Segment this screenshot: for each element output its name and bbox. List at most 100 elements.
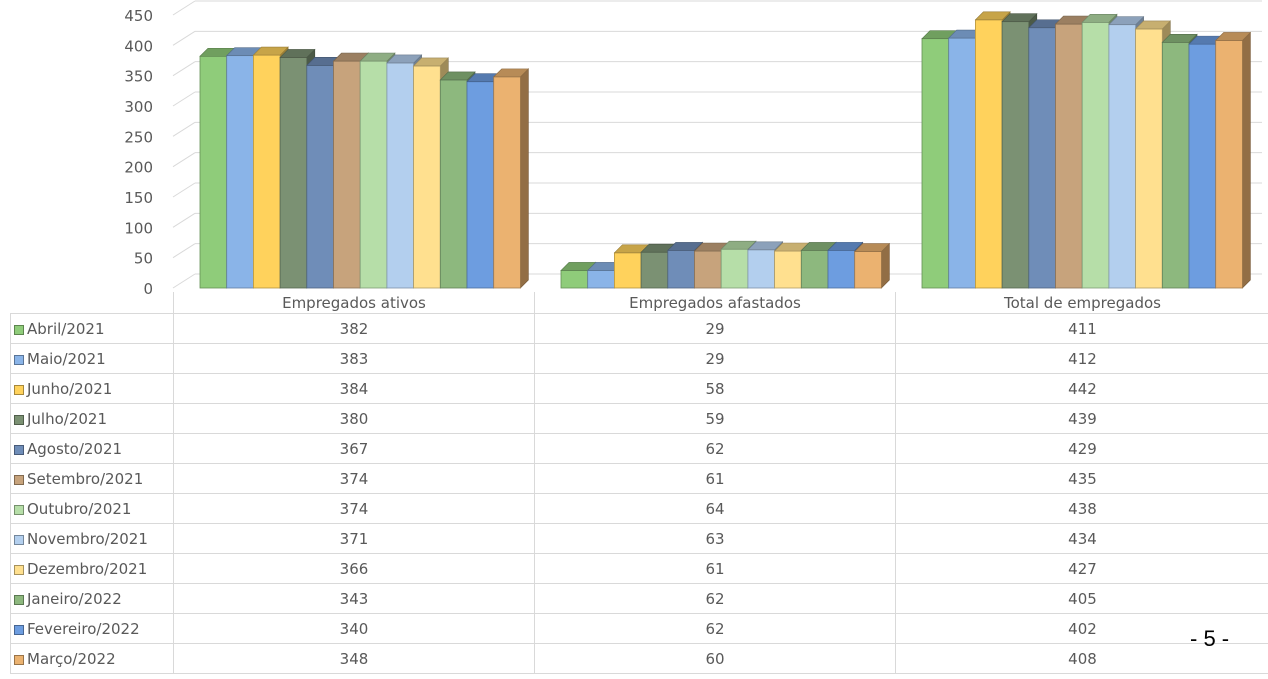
chart-data-table: Empregados ativos Empregados afastados Tot… xyxy=(10,292,1268,674)
bar-front xyxy=(1188,43,1217,289)
legend-swatch xyxy=(14,324,24,335)
series-name: Setembro/2021 xyxy=(27,469,144,488)
data-value-cell: 371 xyxy=(173,523,535,554)
bar-front xyxy=(1161,41,1190,289)
bar-front xyxy=(386,62,414,289)
data-value-cell: 58 xyxy=(534,373,896,404)
bar-front xyxy=(493,76,521,289)
data-value-cell: 383 xyxy=(173,343,535,374)
series-legend-cell: Outubro/2021 xyxy=(10,493,174,524)
bar-front xyxy=(560,270,589,289)
gridline-depth xyxy=(172,61,196,77)
bar-front xyxy=(1108,24,1137,289)
data-value-cell: 429 xyxy=(895,433,1268,464)
series-legend-cell: Julho/2021 xyxy=(10,403,174,434)
data-value-cell: 366 xyxy=(173,553,535,584)
series-legend-cell: Setembro/2021 xyxy=(10,463,174,494)
data-value-cell: 61 xyxy=(534,463,896,494)
bar-top xyxy=(279,49,316,58)
bar-top xyxy=(439,71,476,81)
data-value-cell: 408 xyxy=(895,643,1268,674)
bar-front xyxy=(948,37,976,289)
bar-top xyxy=(359,52,396,62)
data-value-cell: 435 xyxy=(895,463,1268,494)
bar-front xyxy=(614,252,642,289)
series-name: Fevereiro/2022 xyxy=(27,619,140,638)
legend-swatch xyxy=(14,354,24,365)
bar-top xyxy=(386,54,423,64)
bar-front xyxy=(667,249,695,289)
bar-top xyxy=(1161,33,1198,43)
series-name: Dezembro/2021 xyxy=(27,559,148,578)
data-value-cell: 367 xyxy=(173,433,535,464)
table-row: Dezembro/2021 366 61 427 xyxy=(10,553,1268,584)
bar-front xyxy=(694,250,722,289)
data-value-cell: 62 xyxy=(534,613,896,644)
data-value-cell: 63 xyxy=(534,523,896,554)
bar-front xyxy=(1028,27,1056,289)
y-tick-label: 450 xyxy=(124,7,153,25)
series-legend-cell: Novembro/2021 xyxy=(10,523,174,554)
y-tick-label: 150 xyxy=(124,189,153,207)
table-row: Maio/2021 383 29 412 xyxy=(10,343,1268,374)
data-value-cell: 64 xyxy=(534,493,896,524)
bar-front xyxy=(359,60,388,289)
data-value-cell: 374 xyxy=(173,493,535,524)
data-value-cell: 405 xyxy=(895,583,1268,614)
table-row: Junho/2021 384 58 442 xyxy=(10,373,1268,404)
category-label: Total de empregados xyxy=(895,292,1268,314)
bar xyxy=(947,29,985,289)
table-row: Janeiro/2022 343 62 405 xyxy=(10,583,1268,614)
legend-swatch xyxy=(14,444,24,455)
table-corner xyxy=(10,292,174,314)
page-number: - 5 - xyxy=(1190,626,1230,651)
gridline-depth xyxy=(172,212,196,228)
bar-front xyxy=(827,249,856,289)
gridline-depth xyxy=(172,0,196,16)
data-value-cell: 382 xyxy=(173,313,535,344)
data-value-cell: 340 xyxy=(173,613,535,644)
series-legend-cell: Junho/2021 xyxy=(10,373,174,404)
data-value-cell: 60 xyxy=(534,643,896,674)
series-legend-cell: Fevereiro/2022 xyxy=(10,613,174,644)
gridline-depth xyxy=(172,30,196,46)
series-name: Julho/2021 xyxy=(27,409,108,428)
bar-group xyxy=(921,11,1252,289)
y-tick-label: 350 xyxy=(124,68,153,86)
bar-front xyxy=(800,249,829,289)
legend-swatch xyxy=(14,654,24,665)
category-label: Empregados afastados xyxy=(534,292,896,314)
data-value-cell: 427 xyxy=(895,553,1268,584)
bar-front xyxy=(252,54,281,289)
bar-top xyxy=(720,240,757,250)
bar xyxy=(1214,31,1252,289)
y-tick-label: 200 xyxy=(124,159,153,177)
bar-front xyxy=(439,79,468,289)
y-tick-label: 0 xyxy=(143,280,153,298)
bar-top xyxy=(492,68,530,78)
table-row: Julho/2021 380 59 439 xyxy=(10,403,1268,434)
data-value-cell: 343 xyxy=(173,583,535,614)
category-label: Empregados ativos xyxy=(173,292,535,314)
series-legend-cell: Janeiro/2022 xyxy=(10,583,174,614)
data-value-cell: 59 xyxy=(534,403,896,434)
series-name: Outubro/2021 xyxy=(27,499,132,518)
series-legend-cell: Agosto/2021 xyxy=(10,433,174,464)
bar-front xyxy=(279,57,308,289)
legend-swatch xyxy=(14,624,24,635)
series-name: Novembro/2021 xyxy=(27,529,148,548)
data-value-cell: 384 xyxy=(173,373,535,404)
gridline-depth xyxy=(172,273,196,289)
data-value-cell: 29 xyxy=(534,343,896,374)
series-legend-cell: Abril/2021 xyxy=(10,313,174,344)
data-value-cell: 402 xyxy=(895,613,1268,644)
table-row: Novembro/2021 371 63 434 xyxy=(10,523,1268,554)
y-tick-label: 250 xyxy=(124,128,153,146)
data-value-cell: 61 xyxy=(534,553,896,584)
bar-top xyxy=(1134,20,1172,30)
bar-top xyxy=(1108,16,1145,26)
bar-front xyxy=(1055,23,1083,289)
bar-side xyxy=(1242,31,1251,289)
data-value-cell: 439 xyxy=(895,403,1268,434)
data-value-cell: 411 xyxy=(895,313,1268,344)
